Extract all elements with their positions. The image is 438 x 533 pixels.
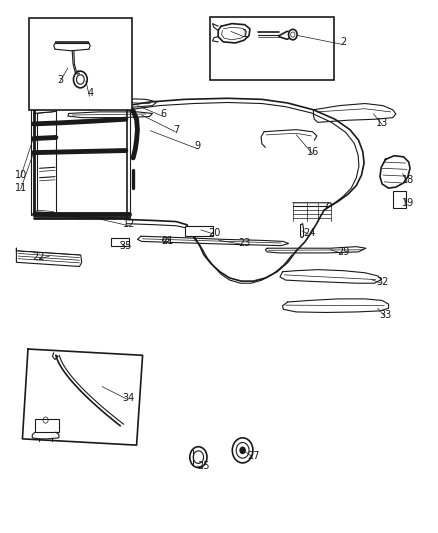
Text: 1: 1 (242, 29, 248, 39)
Text: 6: 6 (160, 109, 166, 119)
Text: 3: 3 (57, 75, 63, 85)
Circle shape (240, 447, 245, 454)
Text: 4: 4 (87, 88, 93, 98)
Text: 25: 25 (198, 461, 210, 471)
Text: 10: 10 (14, 170, 27, 180)
Text: 23: 23 (239, 238, 251, 248)
Text: 32: 32 (376, 277, 389, 287)
Text: 11: 11 (14, 183, 27, 193)
Text: 2: 2 (340, 37, 346, 47)
Bar (209, 17, 334, 79)
Text: 19: 19 (402, 198, 414, 208)
Text: 16: 16 (307, 147, 320, 157)
Text: 35: 35 (119, 240, 131, 251)
Bar (111, 238, 129, 246)
Text: 21: 21 (161, 237, 174, 246)
Text: 27: 27 (247, 450, 260, 461)
Bar (185, 226, 212, 236)
Text: 9: 9 (194, 141, 201, 151)
Circle shape (289, 29, 297, 40)
Text: 24: 24 (303, 228, 315, 238)
Bar (29, 19, 132, 110)
Circle shape (74, 71, 87, 88)
Text: 34: 34 (123, 393, 135, 403)
Circle shape (190, 447, 207, 467)
Bar (35, 419, 59, 432)
Text: 29: 29 (337, 247, 350, 257)
Circle shape (232, 438, 253, 463)
Bar (393, 191, 406, 208)
Text: 18: 18 (402, 175, 414, 185)
Text: 13: 13 (376, 118, 388, 128)
Text: 22: 22 (32, 252, 45, 262)
Text: 7: 7 (173, 125, 179, 135)
Text: 12: 12 (123, 219, 135, 229)
Text: 20: 20 (208, 228, 221, 238)
Text: 33: 33 (379, 310, 392, 320)
